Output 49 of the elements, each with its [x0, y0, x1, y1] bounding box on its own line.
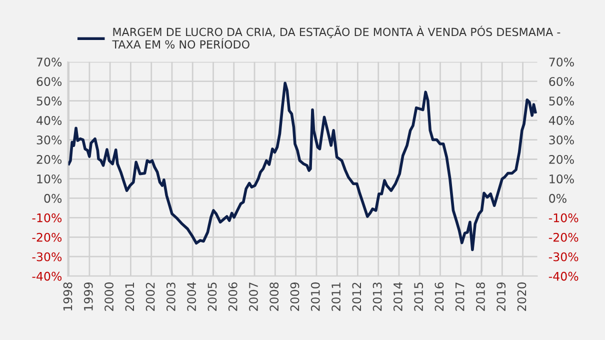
y2-tick-label: -30% — [548, 252, 578, 262]
x-tick-label: 2010 — [310, 282, 320, 311]
y-tick-label: 10% — [37, 174, 62, 184]
x-tick-label: 2001 — [125, 282, 134, 311]
x-tick-label: 2020 — [517, 282, 526, 311]
x-tick-label: 2018 — [476, 282, 485, 311]
y-tick-label: -10% — [32, 213, 62, 222]
y-tick-label: 50% — [36, 96, 62, 106]
y2-tick-label: 50% — [549, 96, 574, 106]
y2-tick-label: 20% — [549, 154, 574, 164]
line-series — [68, 82, 537, 252]
y2-tick-label: 30% — [549, 135, 574, 144]
x-tick-label: 2004 — [187, 282, 196, 311]
y-tick-label: 30% — [36, 135, 62, 144]
y2-tick-label: 60% — [549, 77, 574, 86]
x-tick-label: 2003 — [166, 282, 176, 311]
y2-tick-label: -10% — [548, 213, 578, 222]
x-tick-label: 2015 — [414, 282, 424, 311]
y-tick-label: -30% — [32, 252, 62, 262]
x-tick-label: 2002 — [146, 282, 155, 311]
y-tick-label: 40% — [36, 116, 62, 125]
x-tick-label: 1999 — [84, 282, 93, 310]
legend-label: MARGEM DE LUCRO DA CRIA, DA ESTAÇÃO DE MONTA À VENDA PÓS DESMAMA - TAXA EM % NO PERÍODO — [112, 26, 560, 49]
y-tick-label: -20% — [32, 232, 62, 242]
y-tick-label: 60% — [36, 77, 62, 86]
x-tick-label: 2016 — [434, 282, 444, 311]
y-tick-label: 20% — [36, 154, 62, 164]
x-tick-label: 2014 — [393, 282, 402, 311]
y2-tick-label: -20% — [548, 232, 578, 242]
x-tick-label: 2000 — [104, 282, 114, 311]
y2-tick-label: 0% — [549, 194, 566, 203]
y-tick-label: 70% — [36, 58, 62, 67]
x-tick-label: 2011 — [332, 282, 340, 311]
x-tick-label: 2017 — [455, 282, 464, 311]
x-tick-label: 2005 — [208, 282, 217, 311]
y2-tick-label: 40% — [548, 116, 574, 125]
y2-tick-label: 70% — [549, 58, 574, 67]
x-tick-label: 2006 — [228, 282, 238, 311]
x-tick-label: 2008 — [270, 282, 279, 311]
y-tick-label: -40% — [32, 272, 62, 281]
y2-tick-label: 10% — [550, 174, 574, 184]
x-tick-label: 2019 — [496, 282, 506, 311]
y2-tick-label: -40% — [548, 272, 578, 281]
y-tick-label: 0% — [44, 194, 62, 203]
x-tick-label: 2013 — [372, 282, 382, 311]
x-tick-label: 2009 — [290, 282, 300, 311]
x-tick-label: 2007 — [249, 282, 258, 311]
x-tick-label: 2012 — [352, 282, 362, 311]
x-tick-label: 1998 — [63, 282, 72, 310]
